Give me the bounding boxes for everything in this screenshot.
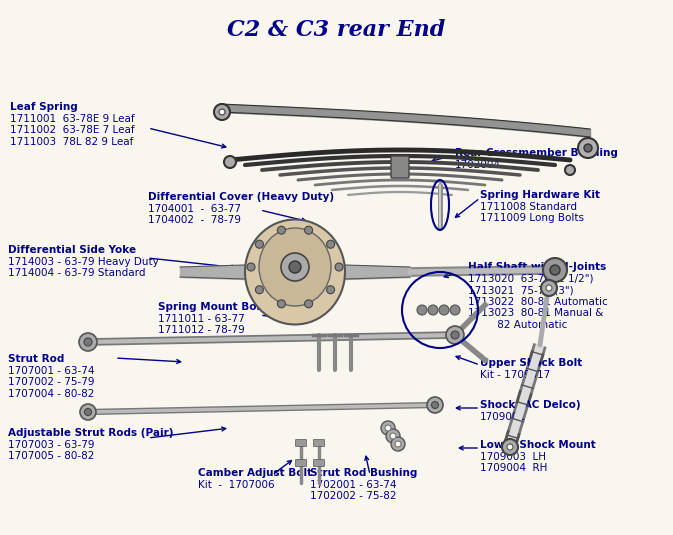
Text: 1711011 - 63-77: 1711011 - 63-77 xyxy=(158,314,245,324)
Circle shape xyxy=(255,286,263,294)
FancyBboxPatch shape xyxy=(391,156,409,178)
Text: 1711001  63-78E 9 Leaf: 1711001 63-78E 9 Leaf xyxy=(10,113,135,124)
Text: 1704001  -  63-77: 1704001 - 63-77 xyxy=(148,204,241,213)
Circle shape xyxy=(585,145,591,151)
Text: Spring Mount Bolts: Spring Mount Bolts xyxy=(158,302,271,312)
Text: 1707002 - 75-79: 1707002 - 75-79 xyxy=(8,377,94,387)
Text: 1707004 - 80-82: 1707004 - 80-82 xyxy=(8,389,94,399)
Text: Strut Rod: Strut Rod xyxy=(8,354,65,364)
Circle shape xyxy=(80,404,96,420)
Text: Camber Adjust Bolt: Camber Adjust Bolt xyxy=(198,468,312,478)
Circle shape xyxy=(326,240,334,248)
Circle shape xyxy=(451,331,459,339)
Circle shape xyxy=(326,286,334,294)
Circle shape xyxy=(277,226,285,234)
Circle shape xyxy=(565,165,575,175)
Text: 1714004 - 63-79 Standard: 1714004 - 63-79 Standard xyxy=(8,268,145,278)
Text: 1709001: 1709001 xyxy=(480,411,526,422)
Circle shape xyxy=(247,263,255,271)
Text: 1702001 - 63-74: 1702001 - 63-74 xyxy=(310,479,396,490)
Circle shape xyxy=(224,156,236,168)
Circle shape xyxy=(385,425,391,431)
Circle shape xyxy=(550,265,560,275)
Circle shape xyxy=(431,401,439,409)
Text: 1702002 - 75-82: 1702002 - 75-82 xyxy=(310,491,396,501)
Text: Leaf Spring: Leaf Spring xyxy=(10,102,78,112)
Text: 1707001 - 63-74: 1707001 - 63-74 xyxy=(8,365,94,376)
Circle shape xyxy=(584,144,592,152)
Circle shape xyxy=(335,263,343,271)
Text: 1713021  75-79 (3"): 1713021 75-79 (3") xyxy=(468,285,573,295)
Text: Adjustable Strut Rods (Pair): Adjustable Strut Rods (Pair) xyxy=(8,428,174,438)
Text: 1711009 Long Bolts: 1711009 Long Bolts xyxy=(480,213,584,223)
Circle shape xyxy=(305,226,312,234)
Text: 1713022  80-81 Automatic: 1713022 80-81 Automatic xyxy=(468,297,608,307)
Text: Kit  -  1707006: Kit - 1707006 xyxy=(198,479,275,490)
Text: 1711003  78L 82 9 Leaf: 1711003 78L 82 9 Leaf xyxy=(10,137,133,147)
Circle shape xyxy=(439,305,449,315)
Text: Upper Shock Bolt: Upper Shock Bolt xyxy=(480,358,582,368)
Circle shape xyxy=(381,421,395,435)
Circle shape xyxy=(390,433,396,439)
Text: 1704002  -  78-79: 1704002 - 78-79 xyxy=(148,215,241,225)
Text: Half Shaft with U-Joints: Half Shaft with U-Joints xyxy=(468,262,606,272)
Text: 1713020  63-74 (2 1/2"): 1713020 63-74 (2 1/2") xyxy=(468,273,594,284)
FancyBboxPatch shape xyxy=(295,439,306,447)
Circle shape xyxy=(417,305,427,315)
Text: 1709003  LH: 1709003 LH xyxy=(480,452,546,462)
Text: C2 & C3 rear End: C2 & C3 rear End xyxy=(227,19,445,41)
Circle shape xyxy=(85,409,92,416)
Text: 1711002  63-78E 7 Leaf: 1711002 63-78E 7 Leaf xyxy=(10,125,135,135)
Text: 1714003 - 63-79 Heavy Duty: 1714003 - 63-79 Heavy Duty xyxy=(8,257,159,266)
Circle shape xyxy=(395,441,401,447)
Circle shape xyxy=(450,305,460,315)
FancyBboxPatch shape xyxy=(314,439,324,447)
Text: 1711008 Standard: 1711008 Standard xyxy=(480,202,577,212)
Circle shape xyxy=(428,305,438,315)
Text: 1713023  80-81 Manual &: 1713023 80-81 Manual & xyxy=(468,309,604,318)
Circle shape xyxy=(281,253,309,281)
Circle shape xyxy=(219,109,225,115)
Text: Rear Crossmember Bushing: Rear Crossmember Bushing xyxy=(455,148,618,158)
Text: 82 Automatic: 82 Automatic xyxy=(468,320,567,330)
FancyBboxPatch shape xyxy=(314,460,324,467)
Circle shape xyxy=(386,429,400,443)
Circle shape xyxy=(541,280,557,296)
Circle shape xyxy=(507,444,513,450)
Text: 1711012 - 78-79: 1711012 - 78-79 xyxy=(158,325,245,335)
Ellipse shape xyxy=(259,228,331,306)
Circle shape xyxy=(214,104,230,120)
Circle shape xyxy=(546,285,552,291)
Circle shape xyxy=(305,300,312,308)
Text: Differential Side Yoke: Differential Side Yoke xyxy=(8,245,136,255)
Text: Shock (AC Delco): Shock (AC Delco) xyxy=(480,400,581,410)
Circle shape xyxy=(79,333,97,351)
Circle shape xyxy=(289,261,301,273)
Circle shape xyxy=(581,141,595,155)
Text: Strut Rod Bushing: Strut Rod Bushing xyxy=(310,468,417,478)
Circle shape xyxy=(255,240,263,248)
Text: 1709004  RH: 1709004 RH xyxy=(480,463,547,473)
Text: Differential Cover (Heavy Duty): Differential Cover (Heavy Duty) xyxy=(148,192,334,202)
Text: 1707003 - 63-79: 1707003 - 63-79 xyxy=(8,440,94,449)
Ellipse shape xyxy=(245,219,345,325)
Circle shape xyxy=(84,338,92,346)
Circle shape xyxy=(446,326,464,344)
Circle shape xyxy=(277,300,285,308)
Text: Kit - 1709017: Kit - 1709017 xyxy=(480,370,551,380)
Text: Lower Shock Mount: Lower Shock Mount xyxy=(480,440,596,450)
Circle shape xyxy=(427,397,443,413)
FancyBboxPatch shape xyxy=(295,460,306,467)
Text: 1702004: 1702004 xyxy=(455,159,501,170)
Circle shape xyxy=(391,437,405,451)
Circle shape xyxy=(543,258,567,282)
Text: Spring Hardware Kit: Spring Hardware Kit xyxy=(480,190,600,200)
Text: 1707005 - 80-82: 1707005 - 80-82 xyxy=(8,451,94,461)
Circle shape xyxy=(502,439,518,455)
Circle shape xyxy=(578,138,598,158)
